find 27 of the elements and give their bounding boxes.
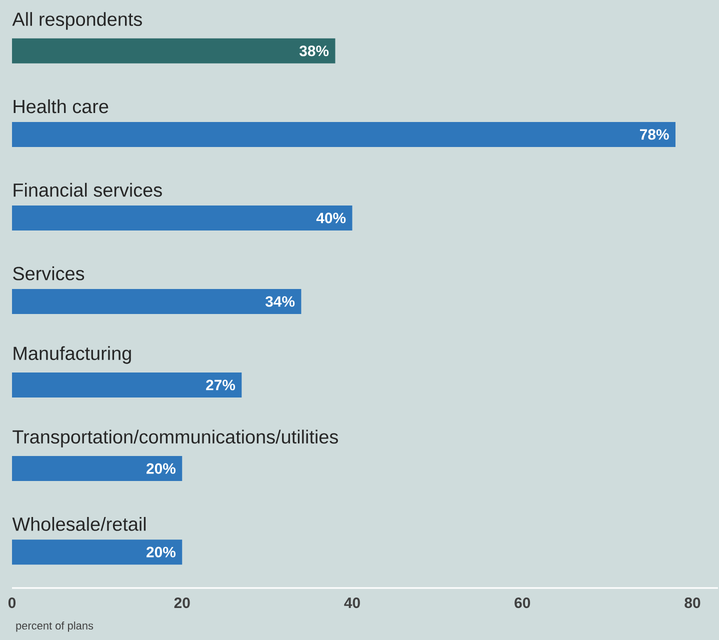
- y-tick-label: Transportation/communications/utilities: [12, 430, 338, 448]
- data-label: 78%: [640, 129, 669, 140]
- x-axis-title: percent of plans: [16, 622, 94, 632]
- bar: [12, 456, 182, 482]
- bar: [12, 205, 352, 230]
- y-tick-label: Health care: [14, 99, 108, 114]
- data-label: 34%: [265, 296, 295, 307]
- bar: [12, 288, 302, 314]
- data-label: 40%: [316, 212, 346, 224]
- y-tick-label: Services: [13, 266, 84, 280]
- bar: [12, 122, 676, 147]
- data-label: 20%: [146, 463, 176, 474]
- y-tick-label: All respondents: [12, 12, 142, 30]
- x-tick-label: 80: [684, 598, 700, 608]
- data-label: 38%: [299, 46, 329, 56]
- data-label: 27%: [206, 380, 236, 390]
- x-tick-label: 0: [8, 598, 16, 608]
- bar: [12, 38, 336, 64]
- x-tick-label: 40: [344, 598, 360, 608]
- x-tick-label: 20: [174, 598, 190, 608]
- x-tick-label: 60: [514, 598, 530, 608]
- y-tick-label: Financial services: [14, 182, 162, 197]
- data-label: 20%: [146, 546, 176, 558]
- bar: [12, 372, 242, 398]
- y-tick-label: Manufacturing: [14, 346, 131, 364]
- bar: [12, 540, 182, 565]
- y-tick-label: Wholesale/retail: [12, 516, 146, 531]
